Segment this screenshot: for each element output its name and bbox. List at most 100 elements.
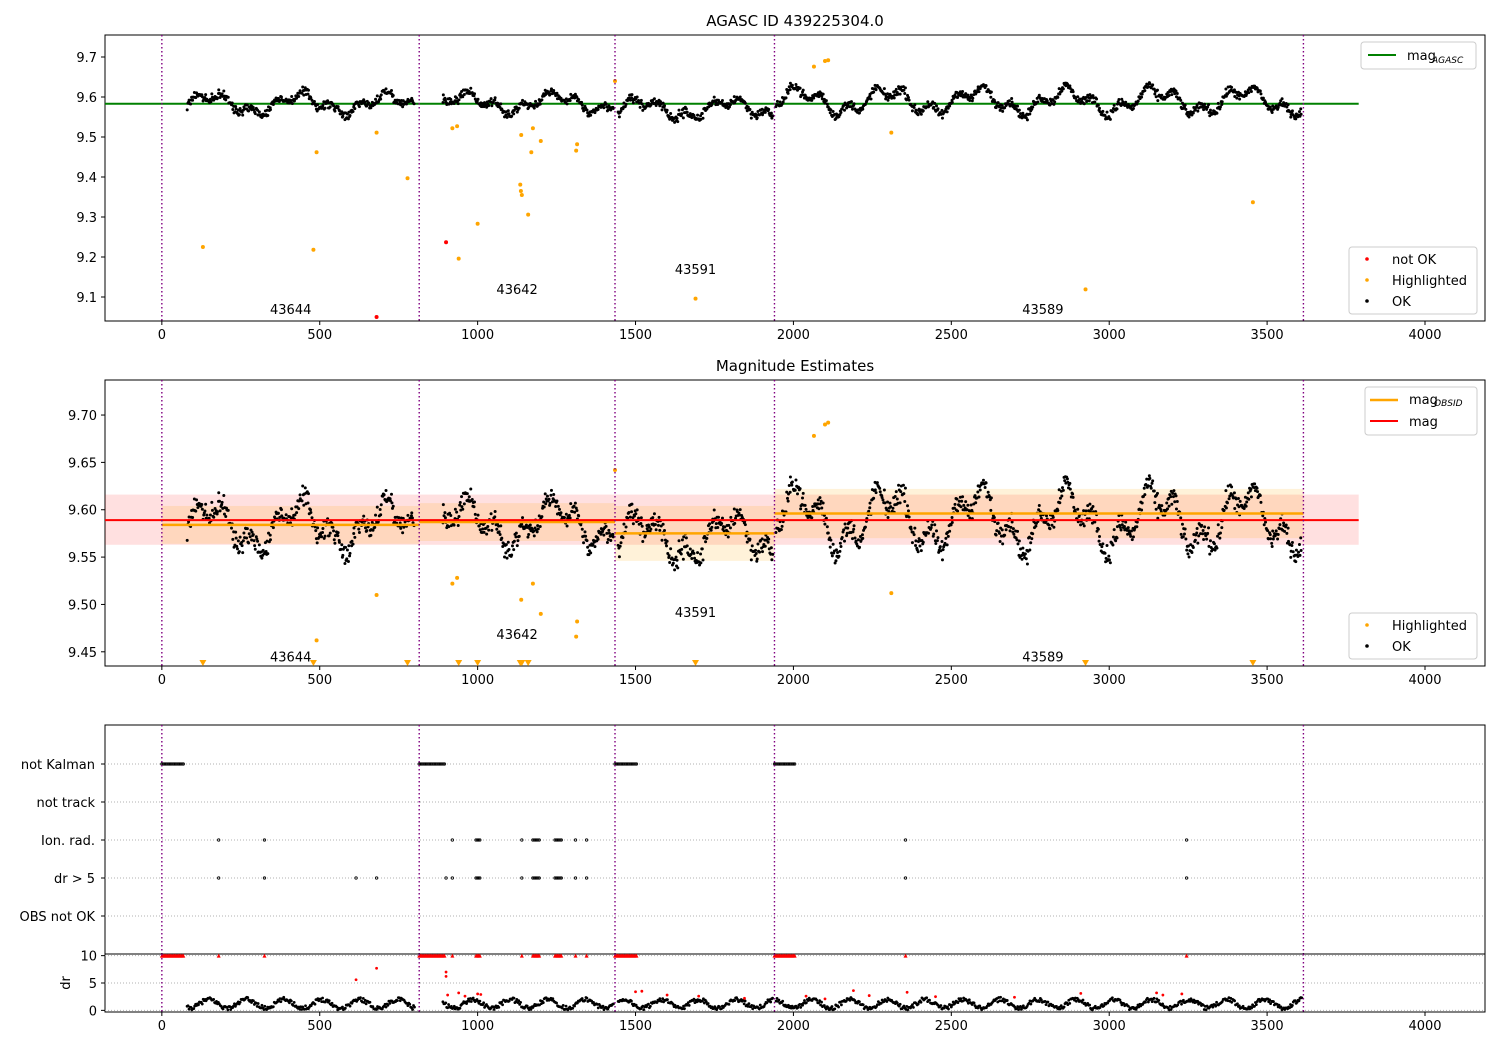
ok-point: [1019, 547, 1023, 551]
ok-point: [493, 510, 497, 514]
ok-point: [906, 504, 910, 508]
ok-point: [624, 102, 628, 106]
ok-point: [907, 515, 911, 519]
ok-point: [665, 108, 669, 112]
ok-point: [1207, 526, 1211, 530]
ok-point: [574, 506, 578, 510]
ok-point: [1224, 87, 1228, 91]
ok-point: [611, 106, 615, 110]
ok-point: [538, 525, 542, 529]
ok-point: [1249, 495, 1253, 499]
dr-point: [704, 1000, 708, 1004]
flag-marker: [478, 876, 482, 880]
ok-point: [889, 505, 893, 509]
ok-point: [1290, 543, 1294, 547]
ok-point: [301, 85, 305, 89]
ok-point: [720, 516, 724, 520]
ok-point: [611, 532, 615, 536]
ok-point: [472, 92, 476, 96]
ok-point: [714, 522, 718, 526]
ok-point: [295, 511, 299, 515]
ok-point: [893, 494, 897, 498]
ok-point: [1030, 537, 1034, 541]
ok-point: [535, 530, 539, 534]
ok-point: [680, 547, 684, 551]
ok-point: [1205, 537, 1209, 541]
ok-point: [322, 100, 326, 104]
ok-point: [886, 92, 890, 96]
y-tick-label: 9.5: [76, 131, 97, 146]
ok-point: [853, 536, 857, 540]
ok-point: [682, 535, 686, 539]
ok-point: [1170, 93, 1174, 97]
highlighted-point: [1250, 200, 1255, 205]
flag-marker: [180, 762, 184, 766]
ok-point: [953, 93, 957, 97]
ok-point: [1146, 85, 1150, 89]
ok-point: [297, 499, 301, 503]
ok-point: [769, 111, 773, 115]
ok-point: [637, 516, 641, 520]
ok-point: [874, 491, 878, 495]
ok-point: [828, 536, 832, 540]
ok-point: [720, 522, 724, 526]
ok-point: [1036, 100, 1040, 104]
x-tick-label: 2500: [935, 1019, 968, 1034]
ok-point: [1258, 494, 1262, 498]
ok-point: [353, 107, 357, 111]
ok-point: [234, 530, 238, 534]
dr-point: [701, 999, 704, 1003]
ok-point: [1202, 108, 1206, 112]
ok-point: [290, 102, 294, 106]
ok-point: [544, 502, 548, 506]
ok-point: [1000, 103, 1004, 107]
ok-point: [1230, 85, 1234, 89]
ok-point: [929, 526, 933, 530]
x-tick-label: 1000: [461, 673, 494, 688]
dr-point: [212, 997, 216, 1001]
x-tick-label: 0: [158, 673, 166, 688]
dr-point: [1297, 999, 1301, 1003]
dr-point: [837, 1005, 840, 1009]
ok-point: [442, 514, 446, 518]
ok-point: [1249, 90, 1253, 94]
ok-point: [1071, 495, 1075, 499]
ok-point: [295, 96, 299, 100]
dr-point: [781, 999, 785, 1003]
dr-point: [942, 1006, 946, 1010]
ok-point: [236, 539, 240, 543]
dr-point: [551, 997, 555, 1001]
flag-label-not-kalman: not Kalman: [21, 758, 95, 773]
ok-point: [325, 101, 329, 105]
ok-point: [514, 531, 518, 535]
ok-point: [720, 99, 724, 103]
y-tick-label: 9.50: [68, 598, 97, 613]
ok-point: [919, 112, 923, 116]
legend-highlighted-marker-2: [1365, 623, 1369, 627]
ok-point: [962, 503, 966, 507]
ok-point: [685, 110, 689, 114]
ok-point: [284, 513, 288, 517]
ok-point: [250, 538, 254, 542]
ok-point: [310, 516, 314, 520]
ok-point: [1098, 543, 1102, 547]
ok-point: [374, 513, 378, 517]
ok-point: [517, 534, 521, 538]
ok-point: [220, 92, 224, 96]
ok-point: [993, 100, 997, 104]
ok-point: [220, 503, 224, 507]
ok-point: [548, 501, 552, 505]
ok-point: [973, 494, 977, 498]
ok-point: [635, 95, 639, 99]
agasc-legend-markers: not OK Highlighted OK: [1348, 246, 1478, 315]
ok-point: [677, 539, 681, 543]
dr-point: [848, 998, 852, 1002]
flag-marker: [558, 838, 562, 842]
ok-point: [1180, 522, 1184, 526]
dr-point: [1279, 1005, 1283, 1009]
ok-point: [1061, 87, 1065, 91]
dr-point: [226, 1008, 230, 1012]
highlighted-point: [889, 591, 894, 596]
below-range-marker: [474, 660, 482, 666]
y-tick-label: 9.55: [68, 551, 97, 566]
